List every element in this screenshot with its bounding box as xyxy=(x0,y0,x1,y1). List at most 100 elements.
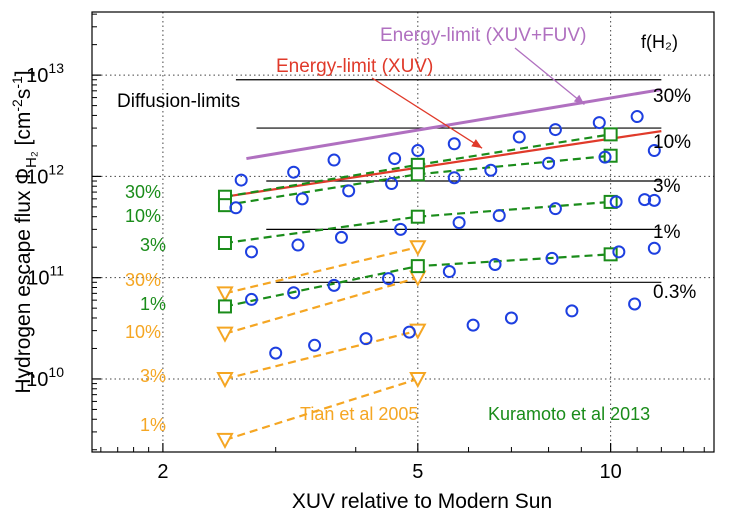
kuramoto-source-label: Kuramoto et al 2013 xyxy=(488,404,650,424)
tian-label-30: 30% xyxy=(125,270,161,290)
data-point xyxy=(598,150,612,164)
data-point xyxy=(244,245,258,259)
xuv-arrow xyxy=(371,77,483,149)
y-tick-label: 1010 xyxy=(26,364,64,391)
y-axis-title: Hydrogen escape flux ΦH₂ [cm-2s-1] xyxy=(9,70,40,393)
xuv-fuv-arrow-head xyxy=(573,94,585,105)
data-point xyxy=(647,144,661,158)
x-axis-title: XUV relative to Modern Sun xyxy=(292,490,552,513)
data-point xyxy=(394,222,408,236)
kuramoto-marker xyxy=(410,209,425,224)
tian-line xyxy=(224,276,419,335)
energy-limit-xuv-line xyxy=(224,130,662,198)
kuramoto-marker xyxy=(217,235,232,250)
data-point xyxy=(381,272,395,286)
tian-label-1: 1% xyxy=(140,415,166,435)
data-point xyxy=(548,123,562,137)
data-point xyxy=(647,193,661,207)
data-point xyxy=(447,171,461,185)
y-tick-label: 1012 xyxy=(26,161,64,188)
data-point xyxy=(308,338,322,352)
annotations: Energy-limit (XUV+FUV) Energy-limit (XUV… xyxy=(117,25,696,435)
data-point xyxy=(447,137,461,151)
diffusion-limits-label: Diffusion-limits xyxy=(117,91,240,112)
data-point xyxy=(411,144,425,158)
kuramoto-label-30: 30% xyxy=(125,182,161,202)
data-point xyxy=(452,216,466,230)
data-point xyxy=(504,311,518,325)
y-tick-label: 1013 xyxy=(26,60,64,87)
tian-source-label: Tian et al 2005 xyxy=(300,404,418,424)
fh2-label-30: 30% xyxy=(653,86,691,107)
tian-line xyxy=(224,246,419,295)
data-point xyxy=(402,325,416,339)
tian-marker xyxy=(409,371,427,389)
fh2-label-1: 1% xyxy=(653,222,681,243)
data-point xyxy=(291,238,305,252)
data-point xyxy=(287,165,301,179)
data-circles xyxy=(229,110,661,360)
data-point xyxy=(647,241,661,255)
data-point xyxy=(388,152,402,166)
data-point xyxy=(545,251,559,265)
data-point xyxy=(334,230,348,244)
data-point xyxy=(327,278,341,292)
fh2-label-10: 10% xyxy=(653,132,691,153)
x-tick-label: 2 xyxy=(157,461,168,483)
data-point xyxy=(229,201,243,215)
data-point xyxy=(548,202,562,216)
diffusion-limit-lines xyxy=(235,79,662,283)
xuv-arrow-head xyxy=(471,139,483,149)
data-point xyxy=(512,130,526,144)
data-point xyxy=(484,163,498,177)
xuv-fuv-arrow xyxy=(514,47,585,106)
tian-marker xyxy=(216,371,234,389)
data-point xyxy=(442,265,456,279)
kuramoto-marker xyxy=(410,167,425,182)
data-point xyxy=(295,192,309,206)
data-point xyxy=(492,209,506,223)
kuramoto-marker xyxy=(217,198,232,213)
fh2-label-3: 3% xyxy=(653,176,681,197)
data-point xyxy=(327,153,341,167)
kuramoto-marker xyxy=(217,299,232,314)
data-point xyxy=(342,184,356,198)
xuv-fuv-label: Energy-limit (XUV+FUV) xyxy=(380,25,586,46)
x-tick-label: 10 xyxy=(600,461,622,483)
data-point xyxy=(287,286,301,300)
kuramoto-label-10: 10% xyxy=(125,206,161,226)
data-point xyxy=(628,297,642,311)
kuramoto-label-1: 1% xyxy=(140,294,166,314)
fh2-title: f(H₂) xyxy=(641,32,678,52)
data-point xyxy=(612,245,626,259)
kuramoto-marker xyxy=(603,127,618,142)
data-point xyxy=(592,116,606,130)
tian-marker xyxy=(409,240,427,257)
tian-marker xyxy=(216,326,234,343)
data-point xyxy=(630,110,644,124)
x-tick-label: 5 xyxy=(412,461,423,483)
energy-limit-xuv-fuv-line xyxy=(246,88,662,161)
data-point xyxy=(638,193,652,207)
tian-marker xyxy=(216,286,234,303)
tian-line xyxy=(224,377,419,441)
tian-label-3: 3% xyxy=(140,366,166,386)
tian-marker xyxy=(216,432,234,450)
tian-label-10: 10% xyxy=(125,322,161,342)
fh2-label-03: 0.3% xyxy=(653,282,696,303)
data-point xyxy=(609,195,623,209)
plot-frame xyxy=(91,11,715,453)
xuv-label: Energy-limit (XUV) xyxy=(276,56,433,77)
data-point xyxy=(234,173,248,187)
data-point xyxy=(565,304,579,318)
data-point xyxy=(359,332,373,346)
tian-line xyxy=(224,329,419,381)
grid-lines xyxy=(92,12,714,452)
kuramoto-label-3: 3% xyxy=(140,235,166,255)
energy-limit-lines xyxy=(224,47,662,198)
data-point xyxy=(466,318,480,332)
y-tick-label: 1011 xyxy=(27,263,64,290)
kuramoto-marker xyxy=(410,259,425,274)
